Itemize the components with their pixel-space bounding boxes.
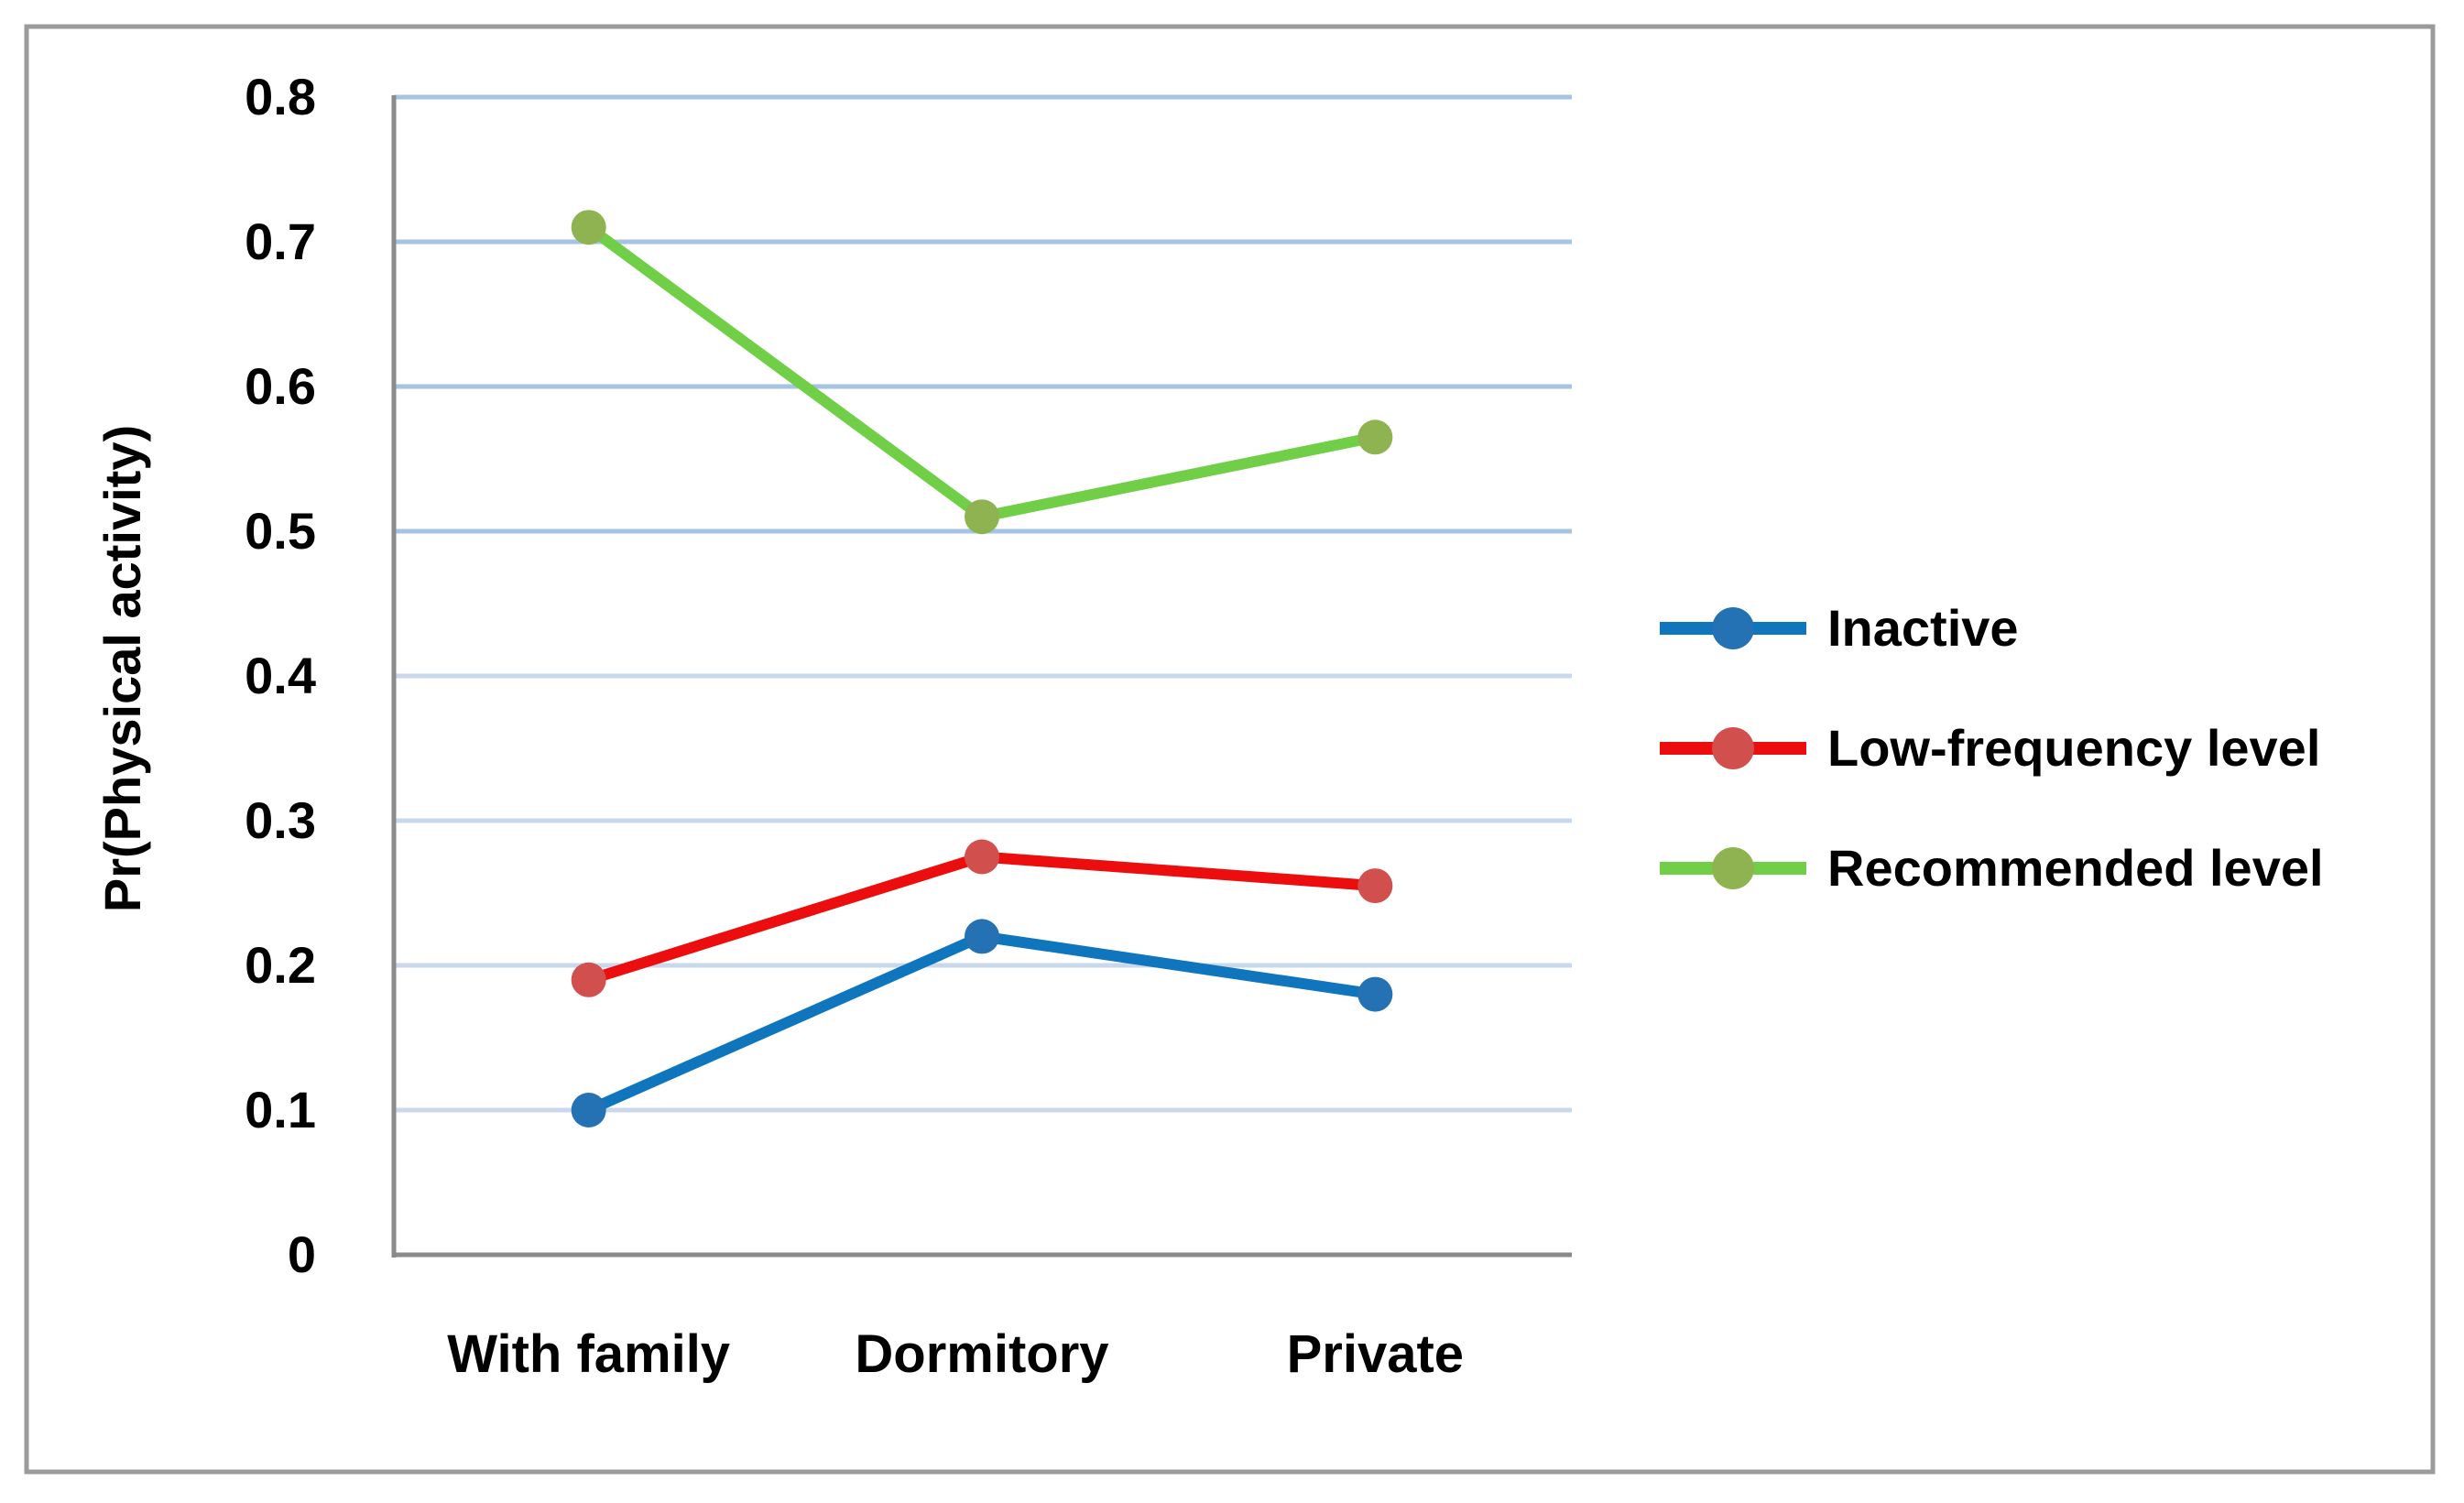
legend-label: Low-frequency level bbox=[1827, 719, 2320, 777]
y-axis-title: Pr(Physical activity) bbox=[93, 425, 151, 912]
series-line bbox=[583, 222, 1381, 523]
data-point-marker bbox=[1357, 419, 1393, 455]
legend-item: Inactive bbox=[1660, 599, 2019, 657]
data-point-marker bbox=[1357, 976, 1393, 1012]
x-category-labels: With family Dormitory Private bbox=[447, 1324, 1464, 1384]
data-point-marker bbox=[965, 919, 999, 954]
data-point-marker bbox=[571, 210, 606, 245]
legend-marker-icon bbox=[1712, 727, 1754, 769]
legend-item: Low-frequency level bbox=[1660, 719, 2320, 777]
legend-item: Recommended level bbox=[1660, 839, 2324, 897]
axes bbox=[391, 95, 1572, 1258]
data-point-marker bbox=[571, 1093, 606, 1127]
x-category-label: With family bbox=[447, 1324, 730, 1384]
y-tick-label: 0.4 bbox=[245, 647, 316, 704]
legend-marker-icon bbox=[1712, 607, 1754, 649]
y-tick-label: 0.6 bbox=[245, 357, 316, 415]
y-tick-label: 0.8 bbox=[245, 68, 316, 125]
chart-outer-border bbox=[24, 24, 2436, 1475]
y-tick-labels: 0 0.1 0.2 0.3 0.4 0.5 0.6 0.7 0.8 bbox=[245, 68, 316, 1283]
data-point-marker bbox=[571, 962, 606, 997]
y-tick-label: 0.2 bbox=[245, 936, 316, 994]
legend-label: Inactive bbox=[1827, 599, 2019, 657]
series-line bbox=[583, 851, 1381, 986]
series-line bbox=[583, 931, 1381, 1116]
y-tick-label: 0.1 bbox=[245, 1081, 316, 1138]
y-tick-label: 0.7 bbox=[245, 212, 316, 270]
x-category-label: Private bbox=[1287, 1324, 1464, 1384]
y-tick-label: 0.5 bbox=[245, 502, 316, 560]
legend: Inactive Low-frequency level Recommended l… bbox=[1660, 599, 2324, 897]
legend-marker-icon bbox=[1712, 847, 1754, 889]
x-category-label: Dormitory bbox=[855, 1324, 1108, 1384]
gridlines bbox=[394, 94, 1572, 1113]
y-tick-label: 0 bbox=[288, 1225, 316, 1283]
data-point-marker bbox=[965, 839, 999, 875]
y-tick-label: 0.3 bbox=[245, 791, 316, 849]
legend-label: Recommended level bbox=[1827, 839, 2324, 897]
data-series bbox=[571, 210, 1393, 1127]
data-point-marker bbox=[1357, 868, 1393, 904]
data-point-marker bbox=[965, 499, 999, 535]
